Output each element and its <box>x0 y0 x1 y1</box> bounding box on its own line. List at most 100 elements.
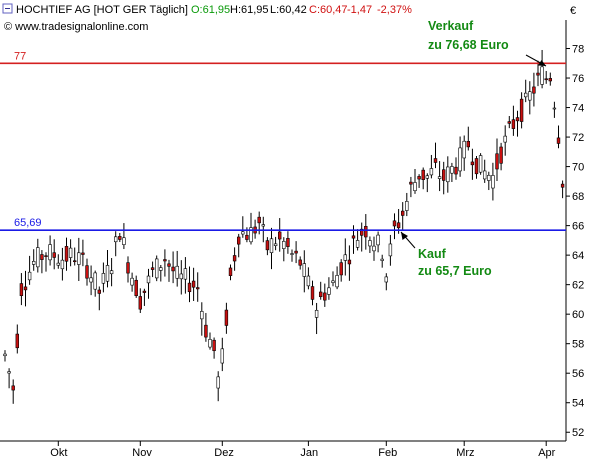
buy-annotation: Kauf zu 65,7 Euro <box>400 231 492 278</box>
candle-down <box>507 121 511 124</box>
candle-down <box>150 267 155 270</box>
candle-up <box>306 275 311 287</box>
candle-down <box>245 234 249 240</box>
candle-up <box>77 252 81 265</box>
sell-arrow-head <box>538 60 546 66</box>
candle-down <box>232 255 237 262</box>
candle-down <box>544 78 548 81</box>
change-value: -1,47 <box>347 4 372 16</box>
candle-up <box>540 66 544 85</box>
candle-down <box>196 287 200 290</box>
candle-up <box>269 238 274 254</box>
candle-up <box>122 237 126 245</box>
candle-up <box>302 263 306 277</box>
candle-up <box>7 371 11 374</box>
candle-down <box>548 78 553 82</box>
source-credit: © www.tradesignalonline.com <box>4 21 148 33</box>
candle-down <box>409 181 413 185</box>
candle-down <box>212 339 216 352</box>
candle-down <box>134 279 138 296</box>
candle-up <box>200 311 204 320</box>
y-tick-label: 56 <box>572 368 584 380</box>
candle-up <box>179 273 183 280</box>
y-tick-label: 62 <box>572 280 584 292</box>
chart-header: HOCHTIEF AG [HOT GER Täglich] O:61,95 H:… <box>2 3 576 33</box>
y-tick-label: 66 <box>572 221 584 233</box>
y-tick-label: 58 <box>572 339 584 351</box>
candle-down <box>511 119 516 129</box>
candle-down <box>237 236 241 245</box>
candle-down <box>359 228 364 236</box>
candle-down <box>318 291 323 298</box>
y-tick-label: 76 <box>572 73 584 85</box>
candle-up <box>355 240 360 248</box>
candle-down <box>519 98 524 122</box>
candle-up <box>109 270 114 275</box>
candle-up <box>282 241 286 249</box>
candle-down <box>441 169 446 181</box>
x-tick-label: Feb <box>378 447 397 459</box>
candle-up <box>314 309 319 318</box>
candle-up <box>446 166 450 183</box>
candle-down <box>560 183 565 188</box>
candle-up <box>487 175 491 181</box>
candle-down <box>167 263 171 267</box>
candle-up <box>3 353 7 357</box>
candle-down <box>421 169 425 180</box>
y-tick-label: 52 <box>572 427 584 439</box>
candle-down <box>499 146 503 164</box>
x-tick-label: Dez <box>214 447 234 459</box>
sell-label-line2: zu 76,68 Euro <box>428 38 509 52</box>
candle-down <box>532 86 536 94</box>
candle-down <box>294 250 298 254</box>
candle-up <box>458 147 462 172</box>
candle-up <box>93 272 97 290</box>
candle-up <box>48 244 52 261</box>
y-tick-label: 64 <box>572 250 584 262</box>
candle-up <box>89 277 93 283</box>
candle-down <box>73 260 77 263</box>
candle-up <box>384 276 388 283</box>
candle-down <box>298 259 302 266</box>
candle-down <box>118 236 122 240</box>
candle-up <box>114 236 118 243</box>
candle-up <box>482 170 487 180</box>
candle-down <box>81 252 85 255</box>
candle-down <box>466 140 470 148</box>
candle-down <box>142 290 147 293</box>
candle-up <box>101 273 106 284</box>
candle-down <box>400 210 405 216</box>
candle-up <box>380 258 384 261</box>
candle-up <box>327 287 331 295</box>
candle-down <box>515 117 520 122</box>
candle-down <box>228 267 233 276</box>
x-tick-label: Nov <box>132 447 152 459</box>
candle-up <box>216 376 220 389</box>
candle-down <box>64 246 69 262</box>
candle-up <box>159 267 163 271</box>
support-label: 65,69 <box>14 217 42 229</box>
x-tick-label: Jan <box>300 447 318 459</box>
candles <box>3 49 565 404</box>
candle-up <box>175 265 179 279</box>
candle-down <box>364 226 368 238</box>
candle-down <box>454 166 458 175</box>
candle-up <box>552 107 557 110</box>
candle-down <box>19 283 24 296</box>
candle-up <box>450 166 454 174</box>
candle-down <box>44 255 48 257</box>
candle-down <box>277 231 282 240</box>
open-value: O:61,95 <box>191 4 230 16</box>
instrument-title: HOCHTIEF AG [HOT GER Täglich] <box>16 4 188 16</box>
x-tick-label: Apr <box>538 447 555 459</box>
candle-up <box>208 339 212 348</box>
candle-down <box>323 292 327 301</box>
candle-up <box>105 265 110 282</box>
x-tick-label: Okt <box>50 447 67 459</box>
buy-label-line2: zu 65,7 Euro <box>418 264 492 278</box>
candle-up <box>462 140 466 159</box>
candle-down <box>310 286 315 300</box>
change-pct-value: -2,37% <box>377 4 412 16</box>
candle-down <box>351 235 356 239</box>
candle-up <box>335 275 339 288</box>
